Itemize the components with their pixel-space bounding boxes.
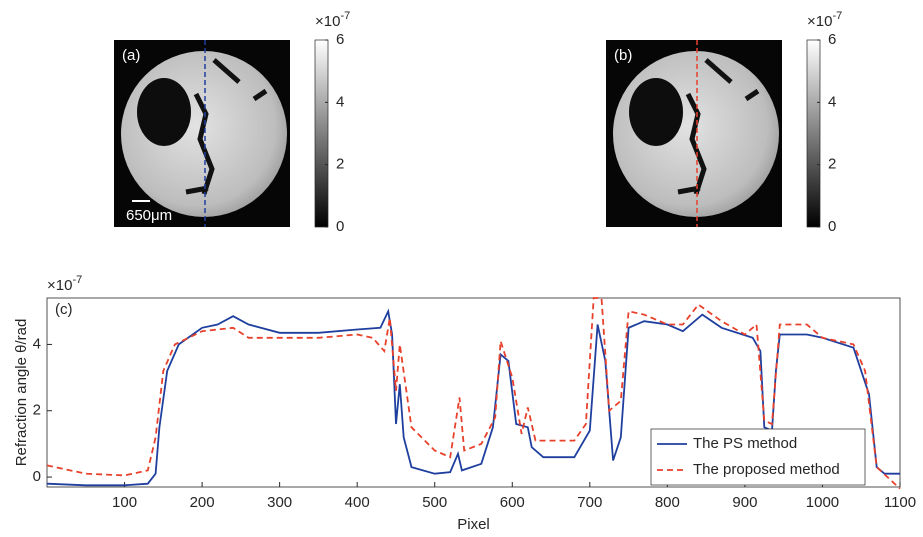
y-tick-label: 4 [33,335,41,352]
y-axis-label: Refraction angle θ/rad [13,319,30,467]
multiplier: ×10-7 [315,10,350,30]
x-tick-label: 900 [732,494,757,511]
y-tick-label: 0 [33,468,41,485]
multiplier-exponent: -7 [340,10,350,22]
x-tick-label: 400 [345,494,370,511]
cavity [137,78,191,146]
image-panel: (a) 650μm [114,40,290,227]
multiplier-base: ×10 [47,277,72,294]
multiplier-base: ×10 [807,13,832,30]
multiplier: ×10-7 [807,10,842,30]
x-tick-label: 100 [112,494,137,511]
panel-label: (c) [55,301,73,318]
multiplier-exponent: -7 [832,10,842,22]
colorbar-tick-label: 0 [336,218,344,235]
x-tick-label: 300 [267,494,292,511]
y-tick-label: 2 [33,402,41,419]
x-tick-label: 700 [577,494,602,511]
multiplier: ×10-7 [47,274,82,294]
colorbar-tick-label: 2 [828,156,836,173]
data-line [46,297,901,490]
colorbar-tick-label: 6 [828,31,836,48]
cracks [677,58,760,195]
x-tick-label: 600 [500,494,525,511]
panel-label: (a) [122,47,140,64]
data-line [46,308,900,487]
colorbar-tick-label: 4 [336,93,344,110]
legend-box [650,428,866,486]
x-tick-label: 800 [655,494,680,511]
legend-label: The proposed method [693,461,840,478]
x-tick-label: 1100 [884,494,916,511]
scale-bar-label: 650μm [126,207,172,224]
colorbar-tick-label: 2 [336,156,344,173]
colorbar-tick-label: 0 [828,218,836,235]
cavity [629,78,683,146]
cracks [185,58,268,195]
image-panel: (b) [606,40,782,227]
multiplier-exponent: -7 [72,274,82,286]
colorbar-tick-label: 6 [336,31,344,48]
multiplier-base: ×10 [315,13,340,30]
legend-label: The PS method [693,435,797,452]
colorbar [806,39,821,228]
x-tick-label: 1000 [806,494,839,511]
x-axis-label: Pixel [457,516,490,533]
colorbar-tick-label: 4 [828,93,836,110]
x-tick-label: 500 [422,494,447,511]
x-tick-label: 200 [190,494,215,511]
colorbar [314,39,329,228]
panel-label: (b) [614,47,632,64]
